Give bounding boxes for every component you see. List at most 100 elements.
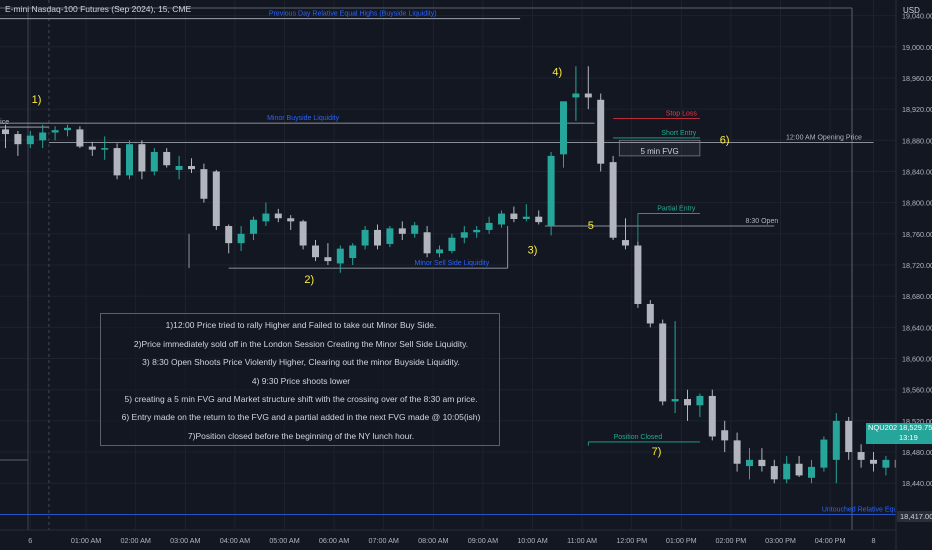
candle-body [572,93,580,98]
level-label-eight-thirty-open: 8:30 Open [746,218,779,225]
note-5: 5) creating a 5 min FVG and Market struc… [124,394,478,404]
candle-body [138,144,146,172]
candle-body [175,166,183,170]
candle-body [646,303,654,324]
y-tick-label: 19,000.00 [902,43,932,52]
candle-body [14,134,22,145]
candle-body [26,135,34,145]
current-price-label: 18,529.75 13:19 [897,423,932,444]
candle-body [560,101,567,155]
candle-body [76,129,84,147]
candle-body [212,171,220,227]
level-label-position-closed: Position Closed [614,434,663,441]
y-tick-label: 18,800.00 [902,199,932,208]
candle-body [113,148,121,176]
fvg-box [618,139,701,157]
x-tick-label: 03:00 PM [765,536,796,545]
x-tick-label: 01:00 AM [71,536,101,545]
candle-body [101,148,109,150]
level-label-stop-loss: Stop Loss [666,110,698,117]
y-tick-label: 18,480.00 [902,448,932,457]
note-2: 2)Price immediately sold off in the Lond… [133,339,469,349]
low-price-label: 18,417.00 [897,511,932,522]
candle-body [312,245,319,258]
bar-countdown: 13:19 [899,433,918,442]
candle-body [684,399,691,406]
candle-body [436,249,443,254]
candle-body [39,132,47,141]
level-label-short-entry: Short Entry [661,130,697,137]
y-tick-label: 18,600.00 [902,355,932,364]
candle-body [721,430,729,441]
candle-body [361,229,369,246]
candle-body [163,151,171,166]
candle-body [225,226,233,244]
level-label-previous-day-buyside: Previous Day Relative Equal Highs (Buysi… [269,11,437,18]
x-tick-label: 09:00 AM [468,536,498,545]
level-label-opening-price-left: Opening Price [0,119,9,126]
y-tick-label: 19,040.00 [902,12,932,21]
symbol-title: E-mini Nasdaq-100 Futures (Sep 2024), 15… [5,4,192,14]
note-3: 3) 8:30 Open Shoots Price Violently High… [142,357,460,367]
current-price-tag: NQU2024 [866,423,904,444]
candle-body [386,228,394,244]
candle-body [398,228,406,234]
candle-body [758,459,766,467]
candle-body [708,395,716,437]
x-tick-label: 11:00 AM [567,536,597,545]
candle-body [448,237,456,251]
candle-body [51,130,59,133]
x-tick-label: 08:00 AM [418,536,448,545]
annotation-marker: 6) [720,134,730,146]
candle-body [485,222,493,230]
x-tick-label: 06:00 AM [319,536,349,545]
candle-body [820,439,828,468]
candle-body [746,459,753,467]
level-label-midnight-opening: 12:00 AM Opening Price [786,135,862,142]
level-label-minor-buyside: Minor Buyside Liquidity [267,115,339,122]
price-tag-symbol: NQU2024 [868,423,902,432]
note-4: 4) 9:30 Price shoots lower [251,376,351,386]
candle-body [299,221,307,246]
level-label-minor-sellside: Minor Sell Side Liquidity [415,260,490,267]
candle-body [336,248,344,264]
candle-body [150,151,158,172]
y-tick-label: 18,840.00 [902,167,932,176]
x-tick-label: 03:00 AM [170,536,200,545]
candle-body [845,420,853,453]
candle-body [547,155,555,227]
candle-body [659,323,667,402]
currency-label[interactable]: USD [903,6,920,15]
candle-body [250,219,257,234]
current-price-value: 18,529.75 [899,423,932,432]
candle-body [200,169,208,199]
x-tick-label: 04:00 AM [220,536,250,545]
fvg-label: 5 min FVG [640,147,678,156]
candle-body [2,129,9,135]
annotation-marker: 7) [652,446,662,458]
candle-body [733,440,741,464]
price-axis[interactable] [896,0,932,550]
candle-body [188,166,195,170]
y-tick-label: 18,640.00 [902,323,932,332]
candle-body [882,459,890,468]
candle-body [324,257,332,262]
x-tick-label: 02:00 AM [121,536,151,545]
candle-body [535,216,543,223]
candle-body [262,213,270,222]
candle-body [634,245,642,304]
candle-body [671,399,679,402]
x-tick-label: 6 [28,536,32,545]
candle-body [349,245,357,258]
candle-body [622,240,629,246]
annotation-marker: 3) [528,244,538,256]
note-6: 6) Entry made on the return to the FVG a… [121,412,481,422]
y-tick-label: 18,960.00 [902,74,932,83]
x-tick-label: 10:00 AM [517,536,547,545]
y-tick-label: 18,440.00 [902,479,932,488]
x-tick-label: 8 [872,536,876,545]
x-tick-label: 05:00 AM [269,536,299,545]
y-tick-label: 18,520.00 [902,417,932,426]
